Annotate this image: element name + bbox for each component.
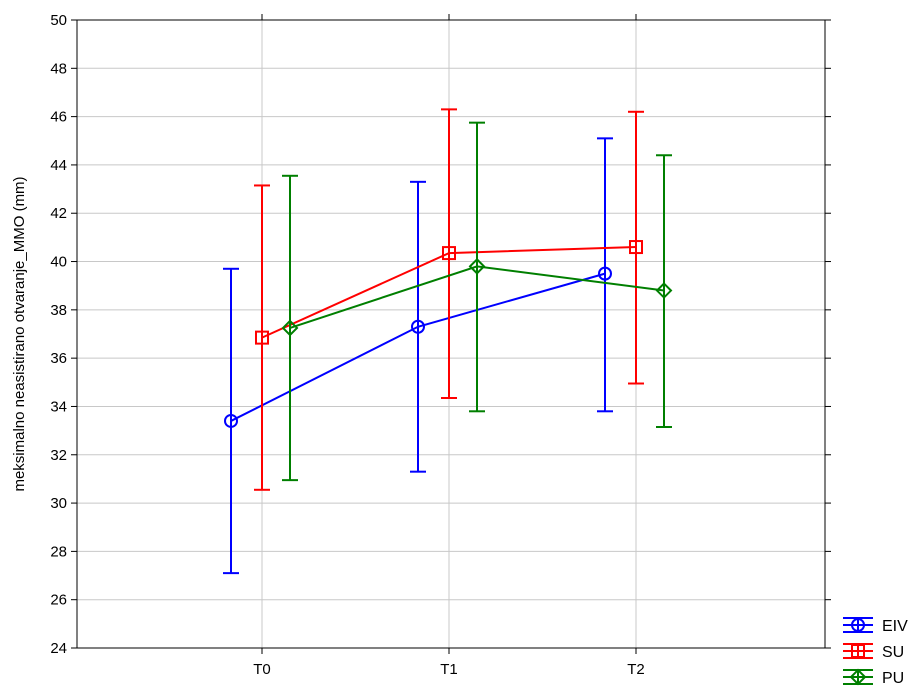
axes: 24 26 28 30 32 34 36 38 40 42 44 46 48 50 T0 T1 T2 <box>50 12 831 678</box>
plot-area <box>76 19 826 649</box>
data-point <box>411 319 425 334</box>
data-point <box>281 319 299 337</box>
legend-marker <box>851 618 865 632</box>
y-tick-label: 50 <box>50 12 67 29</box>
legend-label: PU <box>882 670 904 687</box>
grid-lines <box>77 20 825 648</box>
series-su <box>254 108 644 491</box>
data-point <box>655 282 673 299</box>
y-tick-label: 40 <box>50 254 67 271</box>
y-tick-label: 24 <box>50 640 67 657</box>
legend-marker <box>849 668 867 686</box>
legend-label: SU <box>882 644 904 661</box>
y-tick-label: 38 <box>50 302 67 319</box>
legend: EIV SU PU <box>843 617 908 687</box>
legend-item-pu: PU <box>843 668 904 687</box>
series-eiv <box>223 137 613 575</box>
series-pu <box>281 121 673 482</box>
data-point <box>255 330 269 345</box>
y-tick-label: 34 <box>50 398 67 415</box>
x-tick-label: T2 <box>627 661 645 678</box>
legend-item-su: SU <box>843 643 904 661</box>
y-tick-label: 26 <box>50 592 67 609</box>
y-tick-label: 32 <box>50 447 67 464</box>
y-tick-label: 30 <box>50 495 67 512</box>
legend-marker <box>851 644 865 658</box>
y-tick-label: 44 <box>50 157 67 174</box>
data-point <box>598 266 612 281</box>
x-tick-label: T1 <box>440 661 458 678</box>
series-layer <box>223 108 673 575</box>
legend-label: EIV <box>882 618 908 635</box>
y-tick-label: 42 <box>50 205 67 222</box>
y-tick-label: 36 <box>50 350 67 367</box>
y-tick-label: 46 <box>50 109 67 126</box>
y-tick-label: 48 <box>50 60 67 77</box>
x-tick-label: T0 <box>253 661 271 678</box>
y-axis-label: meksimalno neasistirano otvaranje_MMO (m… <box>11 176 28 491</box>
legend-item-eiv: EIV <box>843 617 908 635</box>
data-point <box>468 257 486 275</box>
data-point <box>442 246 456 261</box>
y-tick-label: 28 <box>50 543 67 560</box>
data-point <box>629 240 643 255</box>
data-point <box>224 413 238 428</box>
